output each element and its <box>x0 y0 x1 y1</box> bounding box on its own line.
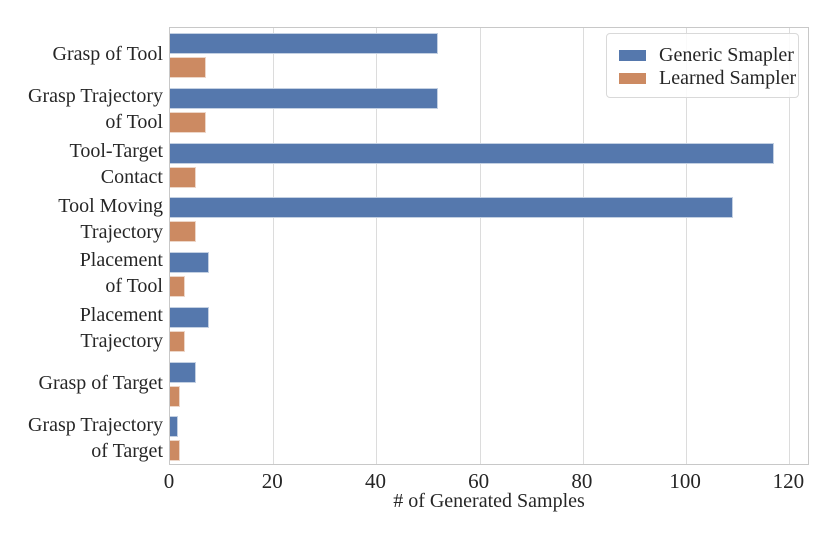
legend-entry: Generic Smapler <box>619 44 794 67</box>
bar-learned-1 <box>170 111 207 133</box>
bar-learned-0 <box>170 57 207 78</box>
gridline-x-60 <box>479 28 481 464</box>
bar-generic-1 <box>170 87 439 109</box>
y-tick-label: Placement of Tool <box>79 249 163 298</box>
bar-learned-2 <box>170 166 196 188</box>
x-tick-label-100: 100 <box>669 469 701 493</box>
x-tick-label-0: 0 <box>163 469 175 493</box>
legend-label: Generic Smapler <box>659 44 794 66</box>
gridline-x-20 <box>273 28 275 464</box>
y-tick-label: Tool Moving Trajectory <box>58 194 163 243</box>
x-tick-label-20: 20 <box>261 469 283 493</box>
legend-swatch-icon <box>619 73 646 84</box>
x-tick-label-60: 60 <box>468 469 490 493</box>
gridline-x-80 <box>582 28 584 464</box>
bar-learned-7 <box>170 440 181 462</box>
legend: Generic Smapler Learned Sampler <box>606 33 799 98</box>
bar-generic-0 <box>170 33 439 54</box>
bar-learned-6 <box>170 385 181 407</box>
y-tick-label: Grasp Trajectory of Tool <box>28 85 163 134</box>
bar-learned-4 <box>170 276 186 297</box>
legend-swatch-icon <box>619 50 646 61</box>
y-tick-label: Placement Trajectory <box>79 304 163 353</box>
bar-generic-6 <box>170 361 196 383</box>
y-tick-label: Grasp Trajectory of Target <box>28 413 163 462</box>
y-tick-label: Grasp of Tool <box>52 43 163 66</box>
gridline-x-40 <box>376 28 378 464</box>
legend-entry: Learned Sampler <box>619 67 796 90</box>
gridline-x-120 <box>789 28 791 464</box>
plot-area <box>169 27 809 465</box>
y-axis-labels: Grasp of Tool Grasp Trajectory of Tool Tool… <box>0 0 163 540</box>
gridline-x-100 <box>686 28 688 464</box>
y-tick-label: Tool-Target Contact <box>69 139 163 188</box>
x-tick-label-80: 80 <box>571 469 593 493</box>
bar-generic-7 <box>170 416 178 438</box>
x-tick-label-120: 120 <box>772 469 805 493</box>
x-axis-title: # of Generated Samples <box>393 490 585 512</box>
bar-generic-3 <box>170 197 733 219</box>
bar-generic-5 <box>170 306 209 328</box>
bar-learned-5 <box>170 330 186 352</box>
bar-generic-4 <box>170 252 209 273</box>
legend-label: Learned Sampler <box>659 67 797 89</box>
x-tick-label-40: 40 <box>364 469 386 493</box>
bar-learned-3 <box>170 221 196 243</box>
y-tick-label: Grasp of Target <box>38 371 164 394</box>
bar-generic-2 <box>170 142 774 164</box>
